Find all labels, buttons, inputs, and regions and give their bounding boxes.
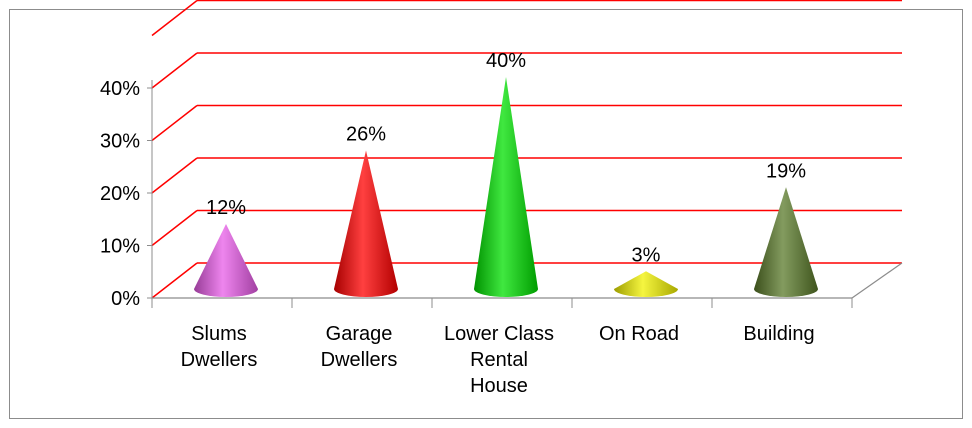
- y-tick-label: 10%: [100, 236, 140, 258]
- cone-body: [754, 187, 818, 297]
- cone-body: [334, 150, 398, 297]
- gridline-side: [151, 209, 198, 247]
- floor-depth-edge: [851, 262, 903, 299]
- gridline-side: [151, 0, 198, 37]
- category-label: Slums Dwellers: [181, 323, 258, 371]
- gridline-side: [151, 104, 198, 142]
- gridline-side: [151, 157, 198, 194]
- axes: [147, 80, 903, 308]
- cone-mark: [474, 77, 538, 297]
- cone-body: [614, 271, 678, 297]
- y-tick-label: 20%: [100, 183, 140, 205]
- category-label: Lower Class Rental House: [444, 323, 554, 397]
- data-labels: 12% 26% 40% 3% 19%: [206, 50, 806, 266]
- data-label: 19%: [766, 160, 806, 182]
- data-label: 12%: [206, 197, 246, 219]
- cone-body: [194, 224, 258, 297]
- gridline-side: [151, 262, 198, 299]
- cone-mark: [194, 224, 258, 297]
- cone-body: [474, 77, 538, 297]
- y-axis-tick-labels: 0% 10% 20% 30% 40%: [100, 78, 140, 310]
- y-tick-label: 40%: [100, 78, 140, 100]
- y-tick-label: 0%: [111, 288, 140, 310]
- category-label: On Road: [599, 323, 679, 345]
- cones: [194, 77, 818, 297]
- cone-mark: [614, 271, 678, 297]
- data-label: 40%: [486, 50, 526, 72]
- category-label: Building: [743, 323, 814, 345]
- cone-mark: [334, 150, 398, 297]
- data-label: 3%: [632, 244, 661, 266]
- gridline-side: [151, 52, 198, 89]
- category-labels: Slums Dwellers Garage Dwellers Lower Class Re…: [181, 323, 815, 397]
- category-label: Garage Dwellers: [321, 323, 398, 371]
- data-label: 26%: [346, 124, 386, 146]
- y-tick-label: 30%: [100, 131, 140, 153]
- cone-mark: [754, 187, 818, 297]
